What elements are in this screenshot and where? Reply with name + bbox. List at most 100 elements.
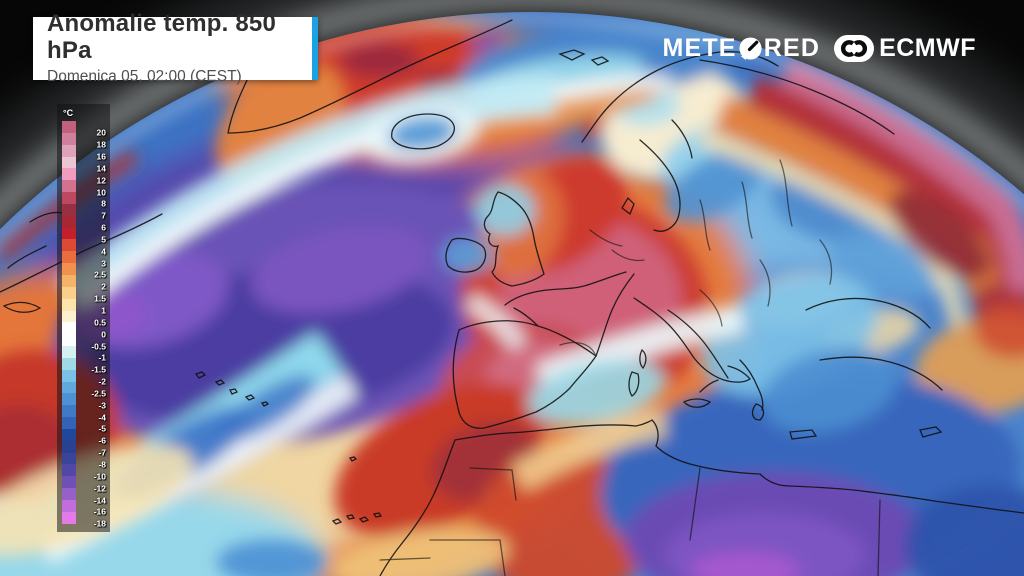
legend-unit-label: °C xyxy=(63,108,74,118)
ecmwf-logo: ECMWF xyxy=(834,34,976,63)
legend-value-label: 18 xyxy=(96,139,106,150)
legend-value-label: -2.5 xyxy=(91,388,106,399)
legend-row: -0.5 xyxy=(62,334,106,350)
legend-row: 16 xyxy=(62,144,106,160)
canary-madeira-islands xyxy=(331,456,383,525)
map-title: Anomalie temp. 850 hPa xyxy=(47,10,277,64)
legend-color-swatch xyxy=(62,405,76,418)
legend-row: 3 xyxy=(62,251,106,267)
legend-color-swatch xyxy=(62,132,76,145)
title-accent-bar xyxy=(312,17,318,80)
legend-row: -12 xyxy=(62,476,106,492)
europe-north-coastline xyxy=(504,271,627,306)
legend-row: 8 xyxy=(62,192,106,208)
meteored-text-suffix: RED xyxy=(763,33,821,62)
scandinavia-coastline xyxy=(581,50,779,232)
legend-value-label: 0 xyxy=(101,328,106,339)
legend-color-swatch xyxy=(62,334,76,347)
legend-color-swatch xyxy=(62,251,76,264)
legend-row: -14 xyxy=(62,488,106,504)
legend-value-label: 20 xyxy=(96,127,106,138)
legend-value-label: -3 xyxy=(98,400,106,410)
legend-row: 10 xyxy=(62,180,106,196)
legend-row: -4 xyxy=(62,405,106,421)
legend-value-label: -8 xyxy=(98,459,106,470)
meteored-text-prefix: METE xyxy=(662,33,737,62)
legend-row: 2 xyxy=(62,274,106,291)
legend-color-swatch xyxy=(62,274,76,287)
legend-value-label: 14 xyxy=(96,163,106,174)
legend-color-swatch xyxy=(62,298,76,311)
map-valid-time: Domenica 05, 02:00 (CEST) xyxy=(47,67,242,85)
legend-value-label: -6 xyxy=(98,435,106,446)
legend-value-label: -7 xyxy=(98,447,106,458)
legend-value-label: 12 xyxy=(96,174,106,185)
legend-color-swatch xyxy=(62,263,76,275)
legend-value-label: -1 xyxy=(98,352,106,363)
legend-row: -7 xyxy=(62,440,106,456)
legend-color-swatch xyxy=(62,417,76,429)
limb-haze xyxy=(0,13,1024,576)
legend-color-swatch xyxy=(62,168,76,181)
france-border xyxy=(513,273,635,357)
ecmwf-symbol-icon xyxy=(834,34,875,62)
legend-color-swatch xyxy=(62,310,76,323)
blacksea-turkey-coastline xyxy=(805,297,943,438)
ireland-coastline xyxy=(445,237,487,273)
legend-value-label: 7 xyxy=(101,210,106,221)
legend-value-label: 10 xyxy=(96,186,106,197)
legend-row: 0.5 xyxy=(62,310,106,326)
legend-color-swatch xyxy=(62,369,76,382)
legend-color-swatch xyxy=(62,428,76,441)
meteored-gauge-icon xyxy=(739,36,762,60)
brand-logos: METE RED ECMWF xyxy=(662,33,976,63)
uk-coastline xyxy=(483,191,545,287)
legend-color-swatch xyxy=(62,476,76,489)
legend-color-swatch xyxy=(62,227,76,240)
russian-arctic-coastline xyxy=(699,59,895,135)
legend-row: -18 xyxy=(62,511,106,527)
legend-color-swatch xyxy=(62,215,76,228)
legend-color-swatch xyxy=(62,180,76,193)
legend-color-swatch xyxy=(62,203,76,216)
iceland-coastline xyxy=(391,113,455,150)
legend-color-swatch xyxy=(62,500,76,512)
balkan-greece-coastline xyxy=(667,309,818,440)
legend-row: 20 xyxy=(62,121,106,137)
legend-row: -2.5 xyxy=(62,381,106,397)
meteored-logo: METE RED xyxy=(662,34,820,63)
legend-value-label: 4 xyxy=(101,246,106,257)
legend-value-label: 5 xyxy=(101,234,106,245)
legend-color-swatch xyxy=(62,381,76,394)
legend-row: -6 xyxy=(62,428,106,445)
legend-value-label: -16 xyxy=(93,506,106,517)
legend-colorbar: 20 18 16 14 12 10 8 7 6 5 xyxy=(62,121,106,527)
legend-value-label: -1.5 xyxy=(91,364,106,375)
legend-row: -16 xyxy=(62,500,106,516)
legend-color-swatch xyxy=(62,511,76,524)
legend-color-swatch xyxy=(62,144,76,157)
temperature-scale-legend: °C 20 18 16 14 12 10 8 7 6 xyxy=(57,104,110,532)
africa-borders xyxy=(379,467,881,576)
svalbard-coastline xyxy=(558,49,610,66)
legend-value-label: -18 xyxy=(93,518,106,529)
iberia-coastline xyxy=(452,320,597,429)
legend-value-label: -12 xyxy=(93,482,106,493)
legend-value-label: -0.5 xyxy=(91,340,106,351)
legend-value-label: 1.5 xyxy=(94,293,106,304)
italy-coastline xyxy=(628,297,751,408)
legend-row: 1 xyxy=(62,298,106,314)
legend-value-label: -10 xyxy=(93,471,106,482)
legend-color-swatch xyxy=(62,192,76,204)
legend-color-swatch xyxy=(62,346,76,358)
legend-value-label: 0.5 xyxy=(94,317,106,328)
title-card: Anomalie temp. 850 hPa Domenica 05, 02:0… xyxy=(33,10,318,85)
azores-islands xyxy=(194,371,270,407)
legend-row: 0 xyxy=(62,322,106,338)
legend-color-swatch xyxy=(62,488,76,500)
legend-value-label: -5 xyxy=(98,423,106,434)
legend-color-swatch xyxy=(62,239,76,252)
